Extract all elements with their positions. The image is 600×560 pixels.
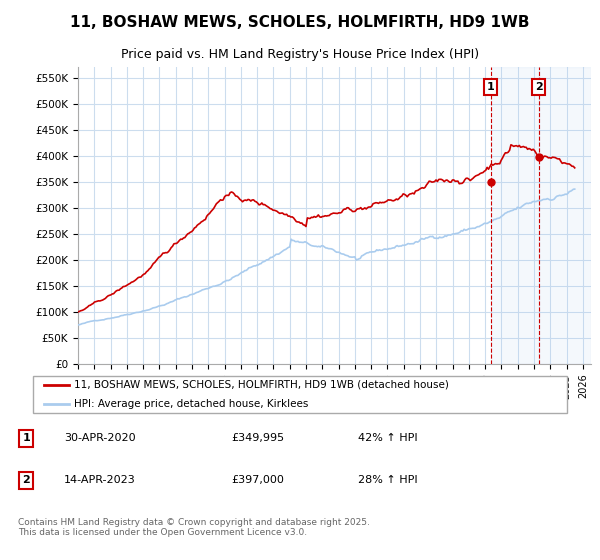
Text: Price paid vs. HM Land Registry's House Price Index (HPI): Price paid vs. HM Land Registry's House … — [121, 48, 479, 62]
Text: 11, BOSHAW MEWS, SCHOLES, HOLMFIRTH, HD9 1WB (detached house): 11, BOSHAW MEWS, SCHOLES, HOLMFIRTH, HD9… — [74, 380, 449, 390]
Text: 42% ↑ HPI: 42% ↑ HPI — [358, 433, 417, 444]
FancyBboxPatch shape — [33, 376, 568, 413]
Bar — [491, 67, 539, 364]
Text: 11, BOSHAW MEWS, SCHOLES, HOLMFIRTH, HD9 1WB: 11, BOSHAW MEWS, SCHOLES, HOLMFIRTH, HD9… — [70, 15, 530, 30]
Text: Contains HM Land Registry data © Crown copyright and database right 2025.
This d: Contains HM Land Registry data © Crown c… — [18, 518, 370, 538]
Bar — [539, 67, 591, 364]
Text: £349,995: £349,995 — [231, 433, 284, 444]
Text: 14-APR-2023: 14-APR-2023 — [64, 475, 136, 486]
Text: £397,000: £397,000 — [231, 475, 284, 486]
Text: 1: 1 — [487, 82, 494, 92]
Text: 2: 2 — [535, 82, 542, 92]
Text: 1: 1 — [23, 433, 30, 444]
Text: 2: 2 — [23, 475, 30, 486]
Text: 30-APR-2020: 30-APR-2020 — [64, 433, 136, 444]
Text: HPI: Average price, detached house, Kirklees: HPI: Average price, detached house, Kirk… — [74, 399, 308, 409]
Text: 28% ↑ HPI: 28% ↑ HPI — [358, 475, 417, 486]
